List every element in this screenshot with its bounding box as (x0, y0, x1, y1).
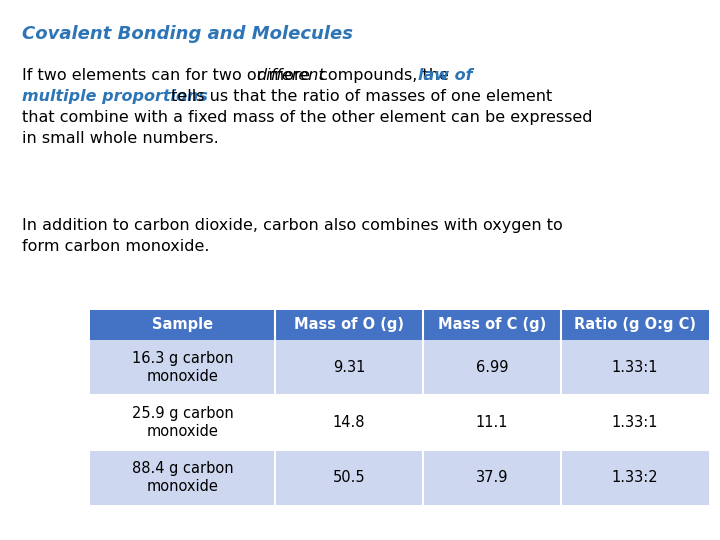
Text: Covalent Bonding and Molecules: Covalent Bonding and Molecules (22, 25, 353, 43)
Text: different: different (256, 68, 325, 83)
Bar (90, 310, 275, 340)
Bar (90, 450, 275, 505)
Text: Mass of O (g): Mass of O (g) (294, 318, 404, 333)
Text: 9.31: 9.31 (333, 360, 365, 375)
Text: 37.9: 37.9 (476, 470, 508, 485)
Text: in small whole numbers.: in small whole numbers. (22, 131, 219, 146)
Bar (561, 340, 709, 395)
Text: 1.33:1: 1.33:1 (612, 415, 658, 430)
Bar (275, 395, 423, 450)
Bar (561, 395, 709, 450)
Text: compounds, the: compounds, the (315, 68, 454, 83)
Bar (90, 340, 275, 395)
Bar (423, 450, 561, 505)
Text: Ratio (g O:g C): Ratio (g O:g C) (574, 318, 696, 333)
Bar (561, 450, 709, 505)
Bar (90, 395, 275, 450)
Text: 6.99: 6.99 (476, 360, 508, 375)
Text: In addition to carbon dioxide, carbon also combines with oxygen to: In addition to carbon dioxide, carbon al… (22, 218, 563, 233)
Text: multiple proportions: multiple proportions (22, 89, 208, 104)
Bar (423, 310, 561, 340)
Text: 16.3 g carbon
monoxide: 16.3 g carbon monoxide (132, 352, 233, 384)
Text: 14.8: 14.8 (333, 415, 365, 430)
Text: 25.9 g carbon
monoxide: 25.9 g carbon monoxide (132, 406, 233, 438)
Text: 11.1: 11.1 (476, 415, 508, 430)
Text: 88.4 g carbon
monoxide: 88.4 g carbon monoxide (132, 461, 233, 494)
Bar (561, 310, 709, 340)
Text: tells us that the ratio of masses of one element: tells us that the ratio of masses of one… (166, 89, 552, 104)
Text: form carbon monoxide.: form carbon monoxide. (22, 239, 210, 254)
Text: If two elements can for two or more: If two elements can for two or more (22, 68, 315, 83)
Bar (275, 310, 423, 340)
Bar (423, 340, 561, 395)
Text: Mass of C (g): Mass of C (g) (438, 318, 546, 333)
Text: law of: law of (418, 68, 473, 83)
Bar (423, 395, 561, 450)
Text: Sample: Sample (152, 318, 213, 333)
Text: that combine with a fixed mass of the other element can be expressed: that combine with a fixed mass of the ot… (22, 110, 593, 125)
Text: 50.5: 50.5 (333, 470, 365, 485)
Text: 1.33:2: 1.33:2 (612, 470, 658, 485)
Text: 1.33:1: 1.33:1 (612, 360, 658, 375)
Bar (275, 450, 423, 505)
Bar (275, 340, 423, 395)
